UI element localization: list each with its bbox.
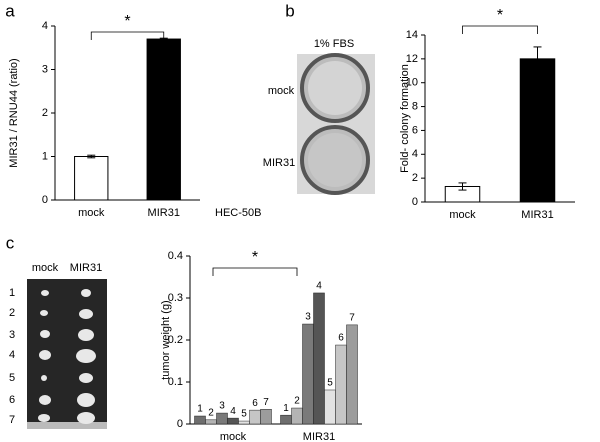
bar-label: 4 (316, 281, 322, 292)
bar-label: 6 (252, 398, 258, 409)
bar (302, 323, 314, 425)
tumors (38, 289, 96, 424)
bar-label: 3 (219, 401, 225, 412)
bar (146, 38, 181, 201)
photo-title: 1% FBS (314, 38, 354, 50)
panel-letter: a (5, 1, 15, 20)
bar (74, 156, 109, 201)
y-tick-label: 0.1 (168, 376, 183, 388)
error-bar (458, 182, 467, 191)
photo-row: 4 (9, 349, 15, 361)
photo-label: MIR31 (263, 157, 295, 169)
y-tick-label: 0 (42, 194, 48, 206)
y-tick-label: 0 (177, 418, 183, 430)
bar (346, 324, 358, 425)
dish-photo (297, 53, 375, 195)
photo-row: 1 (9, 287, 15, 299)
significance-star: * (252, 249, 258, 266)
photo-row: 3 (9, 329, 15, 341)
x-tick-label: mock (78, 207, 105, 219)
error-bar (87, 154, 96, 159)
x-tick-label: MIR31 (303, 431, 335, 442)
y-tick-label: 12 (406, 53, 418, 65)
bar (313, 292, 325, 425)
bar-label: 2 (294, 396, 300, 407)
bar-label: 5 (241, 409, 247, 420)
y-tick-label: 4 (42, 20, 48, 32)
bar (324, 389, 336, 425)
photo-row: 7 (9, 414, 15, 426)
x-tick-label: MIR31 (148, 207, 180, 219)
photo-label: mock (268, 85, 295, 97)
cell-line: HEC-50B (215, 207, 261, 219)
photo-row: 6 (9, 394, 15, 406)
panel-letter: c (6, 233, 15, 252)
bar (260, 409, 272, 425)
bar (238, 420, 250, 425)
bar (519, 58, 556, 203)
photo-row: 2 (9, 307, 15, 319)
bar-label: 6 (338, 333, 344, 344)
bar-label: 7 (263, 397, 269, 408)
bar-label: 3 (305, 312, 311, 323)
x-tick-label: mock (449, 209, 476, 221)
y-tick-label: 8 (412, 100, 418, 112)
y-tick-label: 3 (42, 63, 48, 75)
y-tick-label: 10 (406, 77, 418, 89)
bar-label: 7 (349, 313, 355, 324)
bar (280, 414, 292, 425)
bar (227, 417, 239, 425)
bar (216, 412, 228, 425)
bar-label: 4 (230, 406, 236, 417)
bar-label: 5 (327, 378, 333, 389)
bar (194, 415, 206, 425)
significance-star: * (124, 13, 130, 30)
y-tick-label: 14 (406, 29, 418, 41)
bar (205, 419, 217, 425)
significance-bracket (462, 25, 538, 34)
bar-label: 2 (208, 407, 214, 418)
panel-letter: b (285, 1, 294, 20)
tumor-photo (27, 279, 107, 429)
dish-inner (308, 133, 362, 187)
bar (291, 407, 303, 425)
significance-bracket (212, 267, 298, 276)
x-tick-label: mock (220, 431, 247, 442)
y-tick-label: 1 (42, 150, 48, 162)
photo-column: mock (32, 262, 59, 274)
y-axis-label: tumor weight (g) (160, 300, 172, 379)
y-tick-label: 0 (412, 196, 418, 208)
error-bar (533, 46, 542, 72)
ruler (27, 422, 107, 429)
y-tick-label: 4 (412, 148, 418, 160)
bar (249, 409, 261, 425)
significance-star: * (497, 7, 503, 24)
dish-inner (308, 61, 362, 115)
bar (335, 344, 347, 425)
bar-label: 1 (283, 403, 289, 414)
y-tick-label: 0.2 (168, 334, 183, 346)
y-tick-label: 2 (42, 107, 48, 119)
photo-row: 5 (9, 372, 15, 384)
y-tick-label: 2 (412, 172, 418, 184)
y-axis-label: MIR31 / RNU44 (ratio) (8, 58, 20, 167)
y-tick-label: 0.3 (168, 292, 183, 304)
y-axis-label: Fold- colony formation (399, 64, 411, 173)
significance-bracket (90, 31, 165, 40)
x-tick-label: MIR31 (521, 209, 553, 221)
y-tick-label: 0.4 (168, 250, 183, 262)
bar-label: 1 (197, 404, 203, 415)
y-tick-label: 6 (412, 124, 418, 136)
photo-column: MIR31 (70, 262, 102, 274)
